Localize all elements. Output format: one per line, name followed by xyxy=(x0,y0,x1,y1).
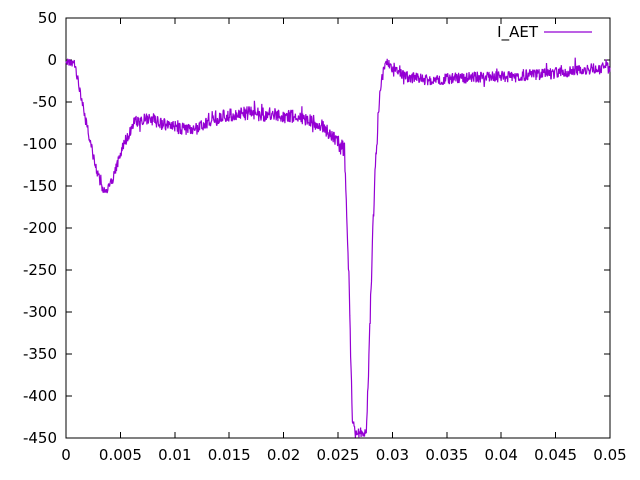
x-tick-label: 0.005 xyxy=(99,446,142,464)
y-tick-label: -200 xyxy=(23,219,57,237)
y-tick-label: -100 xyxy=(23,135,57,153)
x-tick-label: 0.015 xyxy=(208,446,251,464)
y-tick-label: -400 xyxy=(23,387,57,405)
x-tick-label: 0.045 xyxy=(534,446,577,464)
x-tick-label: 0.01 xyxy=(158,446,191,464)
legend: I_AET xyxy=(497,23,592,42)
y-tick-label: -350 xyxy=(23,345,57,363)
x-tick-label: 0.02 xyxy=(267,446,300,464)
y-tick-label: 50 xyxy=(38,9,57,27)
axis-ticks xyxy=(65,17,611,439)
plot-border xyxy=(65,17,611,439)
y-tick-label: -250 xyxy=(23,261,57,279)
y-tick-label: -300 xyxy=(23,303,57,321)
series-I_AET-line xyxy=(65,57,611,438)
x-tick-label: 0 xyxy=(61,446,71,464)
data-series xyxy=(65,57,611,438)
y-tick-label: 0 xyxy=(47,51,57,69)
x-tick-label: 0.04 xyxy=(484,446,517,464)
y-tick-label: -150 xyxy=(23,177,57,195)
y-tick-label: -50 xyxy=(33,93,58,111)
legend-label: I_AET xyxy=(497,23,539,42)
x-tick-label: 0.025 xyxy=(317,446,360,464)
x-tick-label: 0.05 xyxy=(593,446,626,464)
axis-tick-labels: 0 0.005 0.01 0.015 0.02 0.025 0.03 0.035 0.04 0.0… xyxy=(23,9,627,464)
y-tick-label: -450 xyxy=(23,429,57,447)
x-tick-label: 0.03 xyxy=(376,446,409,464)
x-tick-label: 0.035 xyxy=(425,446,468,464)
